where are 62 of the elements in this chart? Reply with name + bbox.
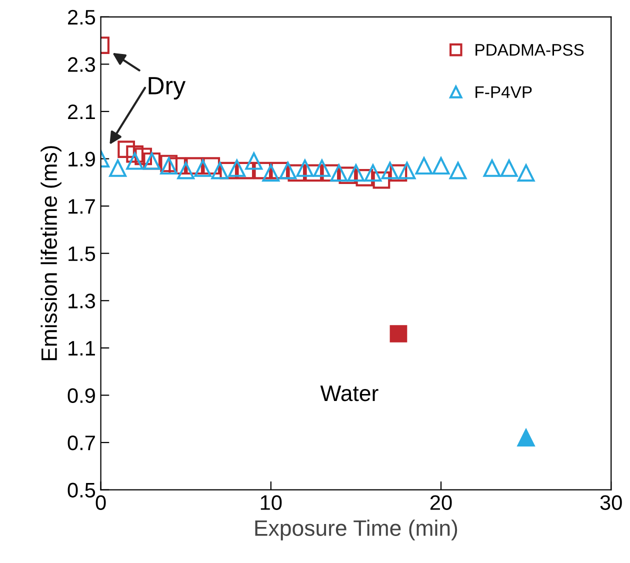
point xyxy=(126,145,144,163)
point xyxy=(364,164,382,182)
point xyxy=(118,140,135,158)
point xyxy=(270,162,288,180)
point xyxy=(279,162,297,180)
point xyxy=(262,164,280,182)
point xyxy=(322,164,340,182)
point xyxy=(381,162,399,180)
x-tick-label: 10 xyxy=(260,495,282,510)
point xyxy=(390,164,408,182)
point xyxy=(288,164,306,182)
point xyxy=(304,164,322,182)
point xyxy=(228,160,246,177)
y-tick-label: 0.9 xyxy=(68,388,95,403)
point xyxy=(109,160,126,177)
annotation: Water xyxy=(320,386,378,402)
point xyxy=(330,164,348,182)
x-tick-label: 20 xyxy=(430,495,452,510)
point xyxy=(449,162,467,180)
y-tick-label: 2.3 xyxy=(68,57,96,72)
x-axis-title: Exposure Time (min) xyxy=(255,520,458,540)
x-tick-label: 0 xyxy=(96,495,106,510)
y-tick-label: 1.1 xyxy=(68,341,95,356)
point xyxy=(254,162,272,180)
point xyxy=(220,162,238,180)
point xyxy=(415,157,433,175)
y-tick-label: 2.5 xyxy=(68,10,96,25)
point xyxy=(398,162,416,180)
y-tick-label: 0.7 xyxy=(68,436,95,450)
point xyxy=(134,148,152,166)
point xyxy=(202,157,220,175)
legend-label: PDADMA-PSS xyxy=(476,44,584,56)
point xyxy=(372,171,390,189)
point xyxy=(483,160,501,177)
point xyxy=(347,164,365,182)
point xyxy=(245,152,263,170)
point xyxy=(432,157,450,175)
point xyxy=(313,160,331,177)
point xyxy=(194,160,212,177)
point xyxy=(126,152,144,170)
y-tick-label: 1.5 xyxy=(68,246,96,262)
point xyxy=(186,157,204,175)
y-axis-title: Emission lifetime (ms) xyxy=(40,146,62,360)
x-tick-label: 30 xyxy=(600,495,622,510)
point xyxy=(236,162,254,180)
y-tick-label: 2.1 xyxy=(68,104,95,120)
point xyxy=(211,162,229,180)
y-tick-label: 1.3 xyxy=(68,294,96,308)
legend-label: F-P4VP xyxy=(476,86,532,98)
point xyxy=(177,162,195,180)
point xyxy=(338,166,356,184)
y-tick-label: 0.5 xyxy=(68,482,96,498)
annotation: Dry xyxy=(148,77,186,100)
y-tick-label: 1.7 xyxy=(68,199,95,214)
point xyxy=(500,160,518,177)
point xyxy=(168,157,186,175)
y-tick-label: 1.9 xyxy=(68,152,95,167)
point xyxy=(390,325,408,342)
point xyxy=(296,160,314,177)
point xyxy=(356,169,374,186)
point xyxy=(517,164,535,182)
point xyxy=(517,429,535,446)
